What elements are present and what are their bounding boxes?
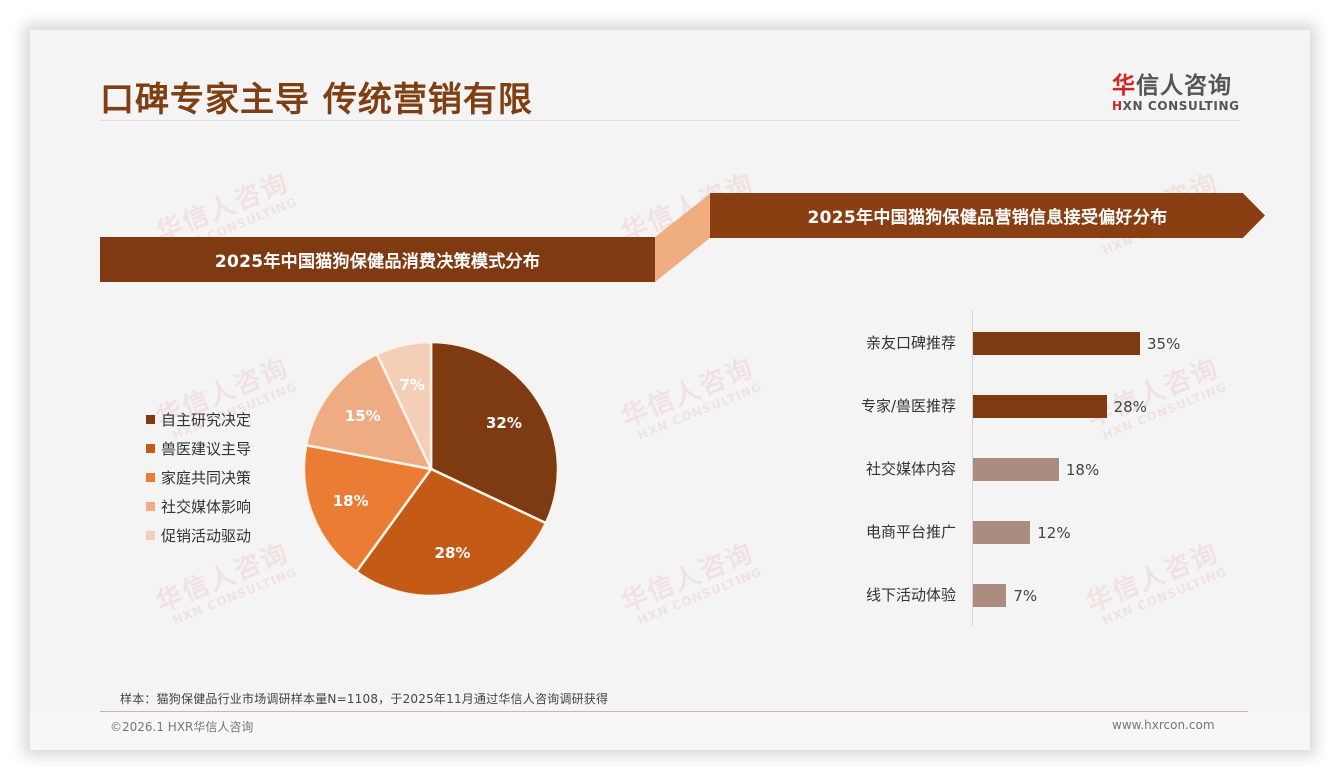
right-chart-title-banner: 2025年中国猫狗保健品营销信息接受偏好分布 [710,193,1265,238]
bar-value-label: 7% [1013,587,1038,605]
pie-chart: 32% 28% 18% 15% 7% [302,340,560,598]
pie-slice-label: 28% [434,543,471,562]
left-chart-title-banner: 2025年中国猫狗保健品消费决策模式分布 [100,237,655,282]
bar [973,584,1007,607]
bar-value-label: 12% [1037,524,1071,542]
logo-cn: 华信人咨询 [1112,66,1242,100]
pie-slice [429,340,560,525]
bar-value-label: 18% [1065,461,1100,479]
logo-en-accent: H [1112,99,1123,113]
bar-value-label: 35% [1147,335,1181,353]
pie-slice-label: 15% [344,407,381,426]
pie-slice-label: 18% [332,491,369,510]
bar-category-label: 社交媒体内容 [865,460,956,478]
bar-row: 线下活动体验 7% [810,584,1270,607]
bar-category-label: 电商平台推广 [865,523,956,541]
title-divider [100,120,1240,121]
legend-item: 促销活动驱动 [146,521,251,550]
watermark: 华信人咨询 HXN CONSULTING [615,532,764,630]
footer [30,712,1310,750]
slide: 华信人咨询 HXN CONSULTING 华信人咨询 HXN CONSULTIN… [30,30,1310,750]
bar-row: 电商平台推广 12% [810,521,1270,544]
legend-label: 促销活动驱动 [161,527,252,545]
footer-divider [100,711,1248,712]
banner-connector-shape [655,193,711,282]
logo-cn-accent: 华 [1112,73,1136,99]
legend-item: 家庭共同决策 [146,463,251,492]
bar-category-label: 亲友口碑推荐 [865,334,956,352]
logo-cn-text: 信人咨询 [1136,73,1232,99]
legend-label: 兽医建议主导 [161,440,252,458]
watermark: 华信人咨询 HXN CONSULTING [615,347,764,445]
bar [973,458,1059,481]
copyright: ©2026.1 HXR华信人咨询 [110,720,254,734]
pie-chart-svg [302,340,560,598]
bar-row: 社交媒体内容 18% [810,458,1270,481]
pie-slice [304,352,434,471]
pie-slice [375,340,433,470]
legend-swatch [146,473,155,482]
bar [973,332,1140,355]
legend-item: 兽医建议主导 [146,434,251,463]
legend-swatch [146,531,155,540]
right-chart-title: 2025年中国猫狗保健品营销信息接受偏好分布 [807,208,1168,228]
bar-chart-axis [972,310,973,626]
bar-row: 专家/兽医推荐 28% [810,395,1270,418]
legend-item: 自主研究决定 [146,405,251,434]
bar-value-label: 28% [1113,398,1147,416]
watermark-cn: 华信人咨询 [617,538,759,619]
legend-label: 社交媒体影响 [161,498,252,516]
bar-row: 亲友口碑推荐 35% [810,332,1270,355]
logo-en: HXN CONSULTING [1112,99,1242,113]
bar [973,395,1107,418]
pie-slice [302,443,434,574]
watermark-en: HXN CONSULTING [635,564,765,628]
bar-chart: 亲友口碑推荐 35% 专家/兽医推荐 28% 社交媒体内容 18% 电商平台推广 12% 线下活… [810,310,1270,630]
pie-legend: 自主研究决定 兽医建议主导 家庭共同决策 社交媒体影响 促销活动驱动 [146,405,251,550]
watermark-en: HXN CONSULTING [635,379,765,443]
legend-item: 社交媒体影响 [146,492,251,521]
bar-category-label: 线下活动体验 [865,586,956,604]
sample-footnote: 样本：猫狗保健品行业市场调研样本量N=1108，于2025年11月通过华信人咨询… [120,692,609,706]
logo-en-text: XN CONSULTING [1122,99,1240,113]
page-title: 口碑专家主导 传统营销有限 [100,80,533,120]
legend-swatch [146,415,155,424]
brand-logo: 华信人咨询 HXN CONSULTING [1112,66,1242,113]
legend-swatch [146,444,155,453]
pie-slice-label: 32% [485,413,522,432]
left-chart-title: 2025年中国猫狗保健品消费决策模式分布 [214,252,541,272]
legend-label: 自主研究决定 [161,411,252,429]
bar-category-label: 专家/兽医推荐 [860,397,956,415]
legend-label: 家庭共同决策 [161,469,252,487]
pie-slice [354,467,548,598]
pie-slice-label: 7% [399,375,425,394]
legend-swatch [146,502,155,511]
bar [973,521,1031,544]
website-link[interactable]: www.hxrcon.com [1112,718,1215,732]
watermark-cn: 华信人咨询 [617,353,759,434]
watermark-en: HXN CONSULTING [170,564,300,628]
